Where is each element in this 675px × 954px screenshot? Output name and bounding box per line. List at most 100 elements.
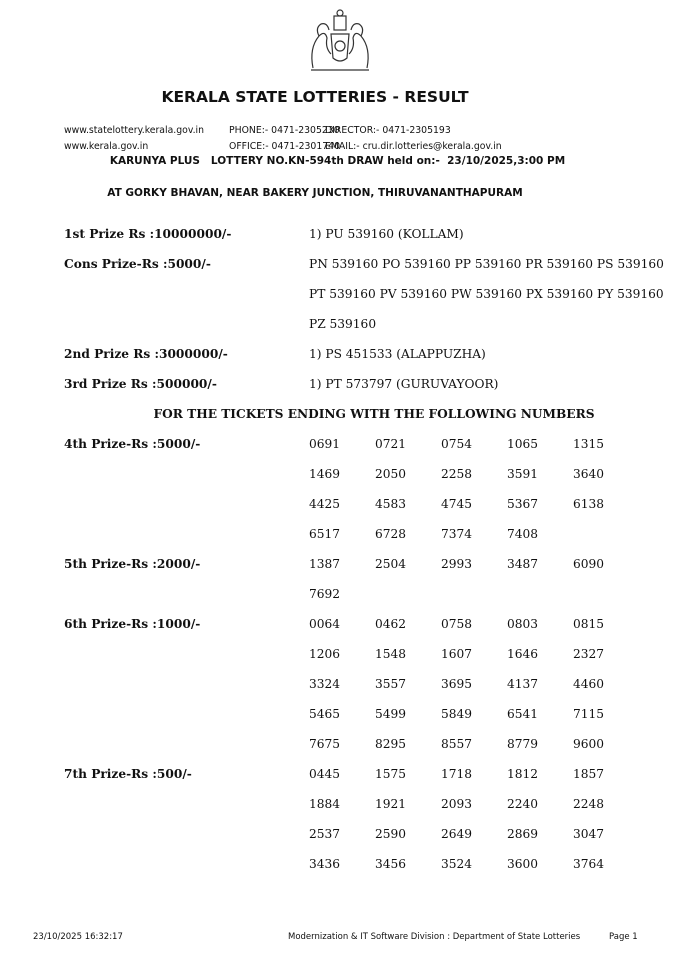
winning-number: 5499 bbox=[375, 707, 407, 721]
footer-page: Page 1 bbox=[609, 932, 638, 942]
prize-row: 4425 4583 4745 5367 6138 bbox=[64, 489, 664, 519]
winning-number: 2258 bbox=[441, 467, 473, 481]
winning-number: 8557 bbox=[441, 737, 473, 751]
winning-number: 1065 bbox=[507, 437, 539, 451]
prize-row: 3324 3557 3695 4137 4460 bbox=[64, 669, 664, 699]
prize-row: 5465 5499 5849 6541 7115 bbox=[64, 699, 664, 729]
winning-number: 1469 bbox=[309, 467, 341, 481]
winning-number: 6138 bbox=[573, 497, 605, 511]
winning-number: 6517 bbox=[309, 527, 341, 541]
winning-number: 1921 bbox=[375, 797, 407, 811]
winning-number: 7115 bbox=[573, 707, 605, 721]
winning-number: 3524 bbox=[441, 857, 473, 871]
winning-number: 0754 bbox=[441, 437, 473, 451]
prize-label: 6th Prize-Rs :1000/- bbox=[64, 617, 201, 631]
prize-row: 2nd Prize Rs :3000000/- 1) PS 451533 (ALA… bbox=[64, 339, 664, 369]
winning-ticket: 1) PS 451533 (ALAPPUZHA) bbox=[309, 347, 486, 361]
winning-number: 5465 bbox=[309, 707, 341, 721]
prize-label: 1st Prize Rs :10000000/- bbox=[64, 227, 232, 241]
winning-number: 1548 bbox=[375, 647, 407, 661]
winning-number: 6090 bbox=[573, 557, 605, 571]
winning-number: 1857 bbox=[573, 767, 605, 781]
email-text: EMAIL:- cru.dir.lotteries@kerala.gov.in bbox=[325, 141, 502, 152]
prize-label: Cons Prize-Rs :5000/- bbox=[64, 257, 211, 271]
winning-number: 3487 bbox=[507, 557, 539, 571]
prize-row: 7th Prize-Rs :500/- 0445 1575 1718 1812 1857 bbox=[64, 759, 664, 789]
prize-row: Cons Prize-Rs :5000/- PN 539160 PO 539160… bbox=[64, 249, 664, 279]
winning-number: 6541 bbox=[507, 707, 539, 721]
results-table: 1st Prize Rs :10000000/- 1) PU 539160 (KO… bbox=[64, 219, 664, 879]
winning-number: 2590 bbox=[375, 827, 407, 841]
winning-number: 1575 bbox=[375, 767, 407, 781]
winning-number: 3640 bbox=[573, 467, 605, 481]
winning-number: 3764 bbox=[573, 857, 605, 871]
winning-number: 1206 bbox=[309, 647, 341, 661]
prize-label: 3rd Prize Rs :500000/- bbox=[64, 377, 217, 391]
prize-row: 2537 2590 2649 2869 3047 bbox=[64, 819, 664, 849]
winning-number: 8295 bbox=[375, 737, 407, 751]
prize-label: 4th Prize-Rs :5000/- bbox=[64, 437, 201, 451]
winning-number: 0445 bbox=[309, 767, 341, 781]
prize-row: 7692 bbox=[64, 579, 664, 609]
winning-number: 7374 bbox=[441, 527, 473, 541]
winning-number: 3557 bbox=[375, 677, 407, 691]
prize-row: 3rd Prize Rs :500000/- 1) PT 573797 (GURU… bbox=[64, 369, 664, 399]
website-link[interactable]: www.statelottery.kerala.gov.in bbox=[64, 125, 205, 136]
winning-number: 0691 bbox=[309, 437, 341, 451]
winning-number: 1884 bbox=[309, 797, 341, 811]
winning-number: 6728 bbox=[375, 527, 407, 541]
phone-text: PHONE:- 0471-2305230 bbox=[229, 125, 340, 136]
office-phone-text: OFFICE:- 0471-2301740 bbox=[229, 141, 340, 152]
winning-number: 0721 bbox=[375, 437, 407, 451]
winning-ticket: PN 539160 PO 539160 PP 539160 PR 539160 … bbox=[309, 257, 664, 271]
winning-number: 2248 bbox=[573, 797, 605, 811]
winning-number: 3436 bbox=[309, 857, 341, 871]
winning-number: 5849 bbox=[441, 707, 473, 721]
page-title: KERALA STATE LOTTERIES - RESULT bbox=[161, 88, 469, 106]
prize-row: 1st Prize Rs :10000000/- 1) PU 539160 (KO… bbox=[64, 219, 664, 249]
kerala-emblem-logo bbox=[311, 9, 369, 71]
winning-number: 1387 bbox=[309, 557, 341, 571]
winning-ticket: 1) PT 573797 (GURUVAYOOR) bbox=[309, 377, 499, 391]
winning-number: 3591 bbox=[507, 467, 539, 481]
winning-number: 3695 bbox=[441, 677, 473, 691]
prize-row: 4th Prize-Rs :5000/- 0691 0721 0754 1065 1315 bbox=[64, 429, 664, 459]
winning-ticket: 1) PU 539160 (KOLLAM) bbox=[309, 227, 464, 241]
winning-number: 7408 bbox=[507, 527, 539, 541]
winning-number: 7692 bbox=[309, 587, 341, 601]
winning-number: 1718 bbox=[441, 767, 473, 781]
winning-number: 7675 bbox=[309, 737, 341, 751]
winning-ticket: PZ 539160 bbox=[309, 317, 377, 331]
winning-number: 2504 bbox=[375, 557, 407, 571]
website-link[interactable]: www.kerala.gov.in bbox=[64, 141, 149, 152]
winning-number: 2240 bbox=[507, 797, 539, 811]
prize-row: 1884 1921 2093 2240 2248 bbox=[64, 789, 664, 819]
winning-number: 4137 bbox=[507, 677, 539, 691]
winning-number: 2649 bbox=[441, 827, 473, 841]
winning-number: 4745 bbox=[441, 497, 473, 511]
winning-number: 3324 bbox=[309, 677, 341, 691]
prize-label: 5th Prize-Rs :2000/- bbox=[64, 557, 201, 571]
director-phone-text: DIRECTOR:- 0471-2305193 bbox=[325, 125, 451, 136]
winning-number: 2327 bbox=[573, 647, 605, 661]
prize-row: PT 539160 PV 539160 PW 539160 PX 539160 … bbox=[64, 279, 664, 309]
winning-number: 2537 bbox=[309, 827, 341, 841]
winning-number: 1607 bbox=[441, 647, 473, 661]
winning-number: 1315 bbox=[573, 437, 605, 451]
prize-row: 3436 3456 3524 3600 3764 bbox=[64, 849, 664, 879]
winning-number: 3600 bbox=[507, 857, 539, 871]
footer-timestamp: 23/10/2025 16:32:17 bbox=[33, 932, 123, 942]
winning-number: 2050 bbox=[375, 467, 407, 481]
winning-number: 0064 bbox=[309, 617, 341, 631]
prize-row: 6th Prize-Rs :1000/- 0064 0462 0758 0803 0815 bbox=[64, 609, 664, 639]
winning-number: 2093 bbox=[441, 797, 473, 811]
draw-info: KARUNYA PLUS LOTTERY NO.KN-594th DRAW he… bbox=[109, 155, 566, 167]
winning-number: 4460 bbox=[573, 677, 605, 691]
winning-number: 2993 bbox=[441, 557, 473, 571]
winning-ticket: PT 539160 PV 539160 PW 539160 PX 539160 … bbox=[309, 287, 664, 301]
prize-row: 6517 6728 7374 7408 bbox=[64, 519, 664, 549]
winning-number: 1646 bbox=[507, 647, 539, 661]
winning-number: 2869 bbox=[507, 827, 539, 841]
prize-row: 1206 1548 1607 1646 2327 bbox=[64, 639, 664, 669]
winning-number: 9600 bbox=[573, 737, 605, 751]
